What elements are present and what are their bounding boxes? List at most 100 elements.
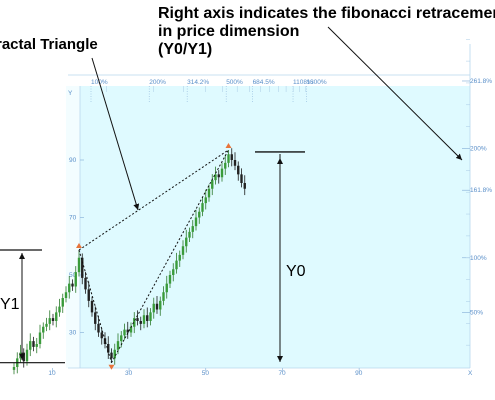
top-axis-tick-label: 200% <box>149 79 166 86</box>
candle-body <box>129 326 133 333</box>
right-axis-note-line-2: in price dimension <box>158 23 300 40</box>
candle-body <box>113 349 116 359</box>
candle-body <box>81 257 84 278</box>
bottom-axis-tick-label: 30 <box>125 370 133 377</box>
candle-body <box>233 160 237 166</box>
top-axis-tick-label: 500% <box>226 79 243 86</box>
candle-body <box>22 352 25 362</box>
candle-body <box>94 312 97 324</box>
candle-body <box>224 162 227 169</box>
candle-body <box>175 260 178 270</box>
candle-body <box>107 344 110 353</box>
candle-body <box>77 257 81 273</box>
left-axis-tick-label: 50 <box>69 272 77 279</box>
candle-body <box>230 154 233 160</box>
y1-label: Y1 <box>0 296 20 313</box>
candle-body <box>181 246 185 255</box>
candle-body <box>146 315 149 321</box>
candle-body <box>155 303 159 310</box>
right-axis-note-line-3: (Y0/Y1) <box>158 41 213 58</box>
candle-body <box>159 300 162 310</box>
candle-body <box>74 272 77 287</box>
low-point-marker <box>108 364 115 370</box>
right-axis-tick-label: 161.8% <box>470 187 492 194</box>
left-axis-label: Y <box>68 90 73 97</box>
candle-body <box>162 292 165 301</box>
candle-body <box>61 298 64 307</box>
candle-body <box>240 174 243 183</box>
left-axis-tick-label: 70 <box>69 215 77 222</box>
candle-body <box>172 269 175 275</box>
candle-body <box>103 338 107 344</box>
triangle-upper-edge <box>78 149 229 251</box>
right-axis-note-arrow <box>327 26 463 161</box>
candle-body <box>198 211 201 218</box>
candle-body <box>178 254 181 261</box>
candle-body <box>116 341 120 350</box>
candle-body <box>29 341 32 350</box>
candle-body <box>217 174 220 178</box>
bottom-axis-label: X <box>468 370 473 377</box>
left-axis-tick-label: 30 <box>69 330 77 337</box>
candle-body <box>191 226 194 232</box>
candle-body <box>42 326 45 333</box>
candle-body <box>25 349 29 362</box>
candle-body <box>97 323 100 333</box>
candle-body <box>207 188 211 198</box>
top-axis-tick-label: 1108% <box>293 79 313 86</box>
y0-label: Y0 <box>286 263 306 280</box>
candle-body <box>123 329 126 336</box>
fractal-triangle-label: ractal Triangle <box>0 36 98 53</box>
candle-body <box>32 341 35 347</box>
candle-body <box>188 231 191 238</box>
candle-body <box>204 197 207 204</box>
candle-body <box>243 183 246 189</box>
candle-body <box>194 217 198 227</box>
swing-point-marker <box>76 242 82 248</box>
right-axis-tick-label: 50% <box>470 309 483 316</box>
candle-body <box>35 344 38 347</box>
right-axis-tick-label: 200% <box>470 146 487 153</box>
plot-area <box>80 86 470 368</box>
candle-body <box>68 283 71 293</box>
candle-body <box>110 352 113 359</box>
candle-body <box>185 237 188 247</box>
candle-body <box>126 329 129 333</box>
candle-body <box>45 323 48 327</box>
triangle-left-edge <box>78 249 112 363</box>
candle-body <box>214 174 217 181</box>
triangle-lower-edge <box>111 149 229 363</box>
candle-body <box>211 180 214 189</box>
left-axis-band <box>66 86 80 368</box>
left-axis-tick-label: 90 <box>69 157 77 164</box>
candle-body <box>51 318 55 321</box>
right-axis-tick-label: 100% <box>470 255 487 262</box>
candle-body <box>136 318 139 321</box>
candle-body <box>142 315 146 324</box>
bottom-axis-tick-label: 70 <box>278 370 286 377</box>
candle-body <box>64 292 68 298</box>
candle-body <box>120 335 123 342</box>
candle-body <box>12 367 16 370</box>
top-axis-tick-label: 314.2% <box>187 79 209 86</box>
candle-body <box>149 312 152 321</box>
candle-body <box>220 168 224 178</box>
right-axis-tick-label: 261.8% <box>470 78 492 85</box>
candle-body <box>58 306 61 313</box>
candle-body <box>55 312 58 321</box>
candle-body <box>71 283 74 287</box>
candle-body <box>90 300 94 313</box>
candle-body <box>237 165 240 175</box>
fractal-triangle-arrow <box>91 57 140 211</box>
candle-body <box>48 318 51 324</box>
right-axis-note-line-1: Right axis indicates the fibonacci retra… <box>158 5 495 22</box>
candle-body <box>19 352 22 359</box>
candle-body <box>133 318 136 327</box>
candle-body <box>100 332 103 339</box>
swing-point-marker <box>225 142 232 148</box>
candle-body <box>87 289 90 301</box>
bottom-axis-tick-label: 50 <box>202 370 210 377</box>
top-axis-tick-label: 1300% <box>306 79 326 86</box>
candle-body <box>139 321 142 324</box>
